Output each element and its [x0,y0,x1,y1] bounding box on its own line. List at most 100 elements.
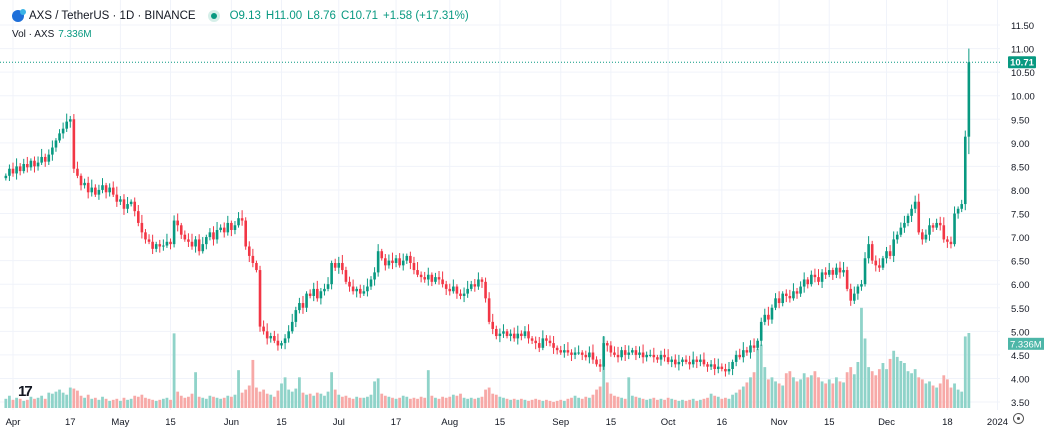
volume-bar [584,396,588,408]
time-tick-label: Dec [878,417,895,428]
candle-body [108,187,111,193]
volume-bar [97,399,101,408]
candle-body [22,164,26,172]
candle-body [835,267,838,275]
volume-bar [362,397,366,408]
volume-bar [502,397,505,408]
price-tick-label: 11.50 [1011,21,1034,32]
volume-bar [910,373,913,408]
volume-bar [738,389,742,408]
volume-bar [598,386,602,408]
candle-body [484,281,487,299]
volume-bar [244,389,248,408]
volume-bar [376,378,380,408]
symbol-title[interactable]: AXS / TetherUS · 1D · BINANCE [29,10,196,22]
candle-body [688,361,691,365]
candle-body [169,241,172,245]
volume-bar [838,381,842,408]
volume-bar [154,400,158,408]
volume-bar [702,398,706,408]
candle-body [205,237,208,245]
candle-body [631,350,634,353]
candle-body [573,352,577,355]
volume-bar [806,377,810,408]
candle-body [441,279,444,285]
volume-bar [802,373,806,408]
volume-bar [151,399,155,408]
candle-body [36,162,40,167]
candle-body [179,225,183,235]
volume-bar [519,398,523,408]
candle-body [255,262,258,271]
settings-gear-icon[interactable] [1013,413,1024,424]
candle-body [337,262,341,268]
candle-body [419,274,423,278]
volume-bar [455,395,459,408]
volume-bar [176,391,180,408]
candle-body [455,286,459,294]
candle-body [502,331,505,334]
candle-body [219,227,222,230]
candle-body [240,218,244,221]
volume-bar [688,399,692,408]
volume-bar [799,379,802,408]
candle-body [953,213,956,245]
candle-body [559,350,563,353]
volume-bar [899,360,903,408]
candle-body [552,343,555,348]
candle-body [792,291,795,299]
market-status-icon [210,13,217,19]
volume-bar [430,395,434,408]
candle-body [921,232,924,240]
volume-bar [79,395,83,408]
candle-body [319,291,323,299]
volume-bar [713,395,717,408]
candle-body [376,251,380,273]
volume-bar [65,394,69,408]
candle-body [731,361,734,370]
volume-bar [766,379,770,408]
volume-bar [587,397,591,408]
volume-bar [68,387,72,408]
volume-bar [749,377,752,408]
volume-bar [545,399,548,408]
volume-bar [469,397,473,408]
candle-body [520,333,523,337]
candle-body [774,298,777,308]
candle-body [348,281,351,287]
volume-bar [40,395,44,408]
candle-body [602,343,605,367]
candle-body [638,352,641,355]
candle-body [387,260,391,266]
candle-body [4,175,8,179]
candle-body [541,338,545,348]
volume-bar [849,367,853,408]
candle-body [588,352,591,358]
volume-bar [233,394,237,408]
candle-body [466,288,469,294]
volume-bar [104,398,108,408]
volume-bar [197,396,201,408]
volume-bar [251,359,255,408]
volume-bar [165,397,169,408]
candle-body [101,185,104,190]
volume-bar [498,396,502,408]
tradingview-logo-icon[interactable]: 17 [18,383,33,400]
volume-bar [29,396,33,408]
legend-header: AXS / TetherUS · 1D · BINANCE O9.13 H11.… [12,9,469,22]
volume-bar [527,400,530,408]
volume-bar [158,399,162,408]
price-tick-label: 8.50 [1011,162,1030,173]
volume-bar [83,397,86,408]
volume-bar [340,396,344,408]
candle-body [623,350,627,355]
volume-bar [731,394,734,408]
volume-bar [201,397,205,408]
volume-label[interactable]: Vol · AXS [12,29,55,40]
candle-body [967,62,971,137]
candle-body [473,284,477,287]
candle-body [201,244,205,252]
candle-body [29,160,33,168]
candle-body [913,201,917,209]
